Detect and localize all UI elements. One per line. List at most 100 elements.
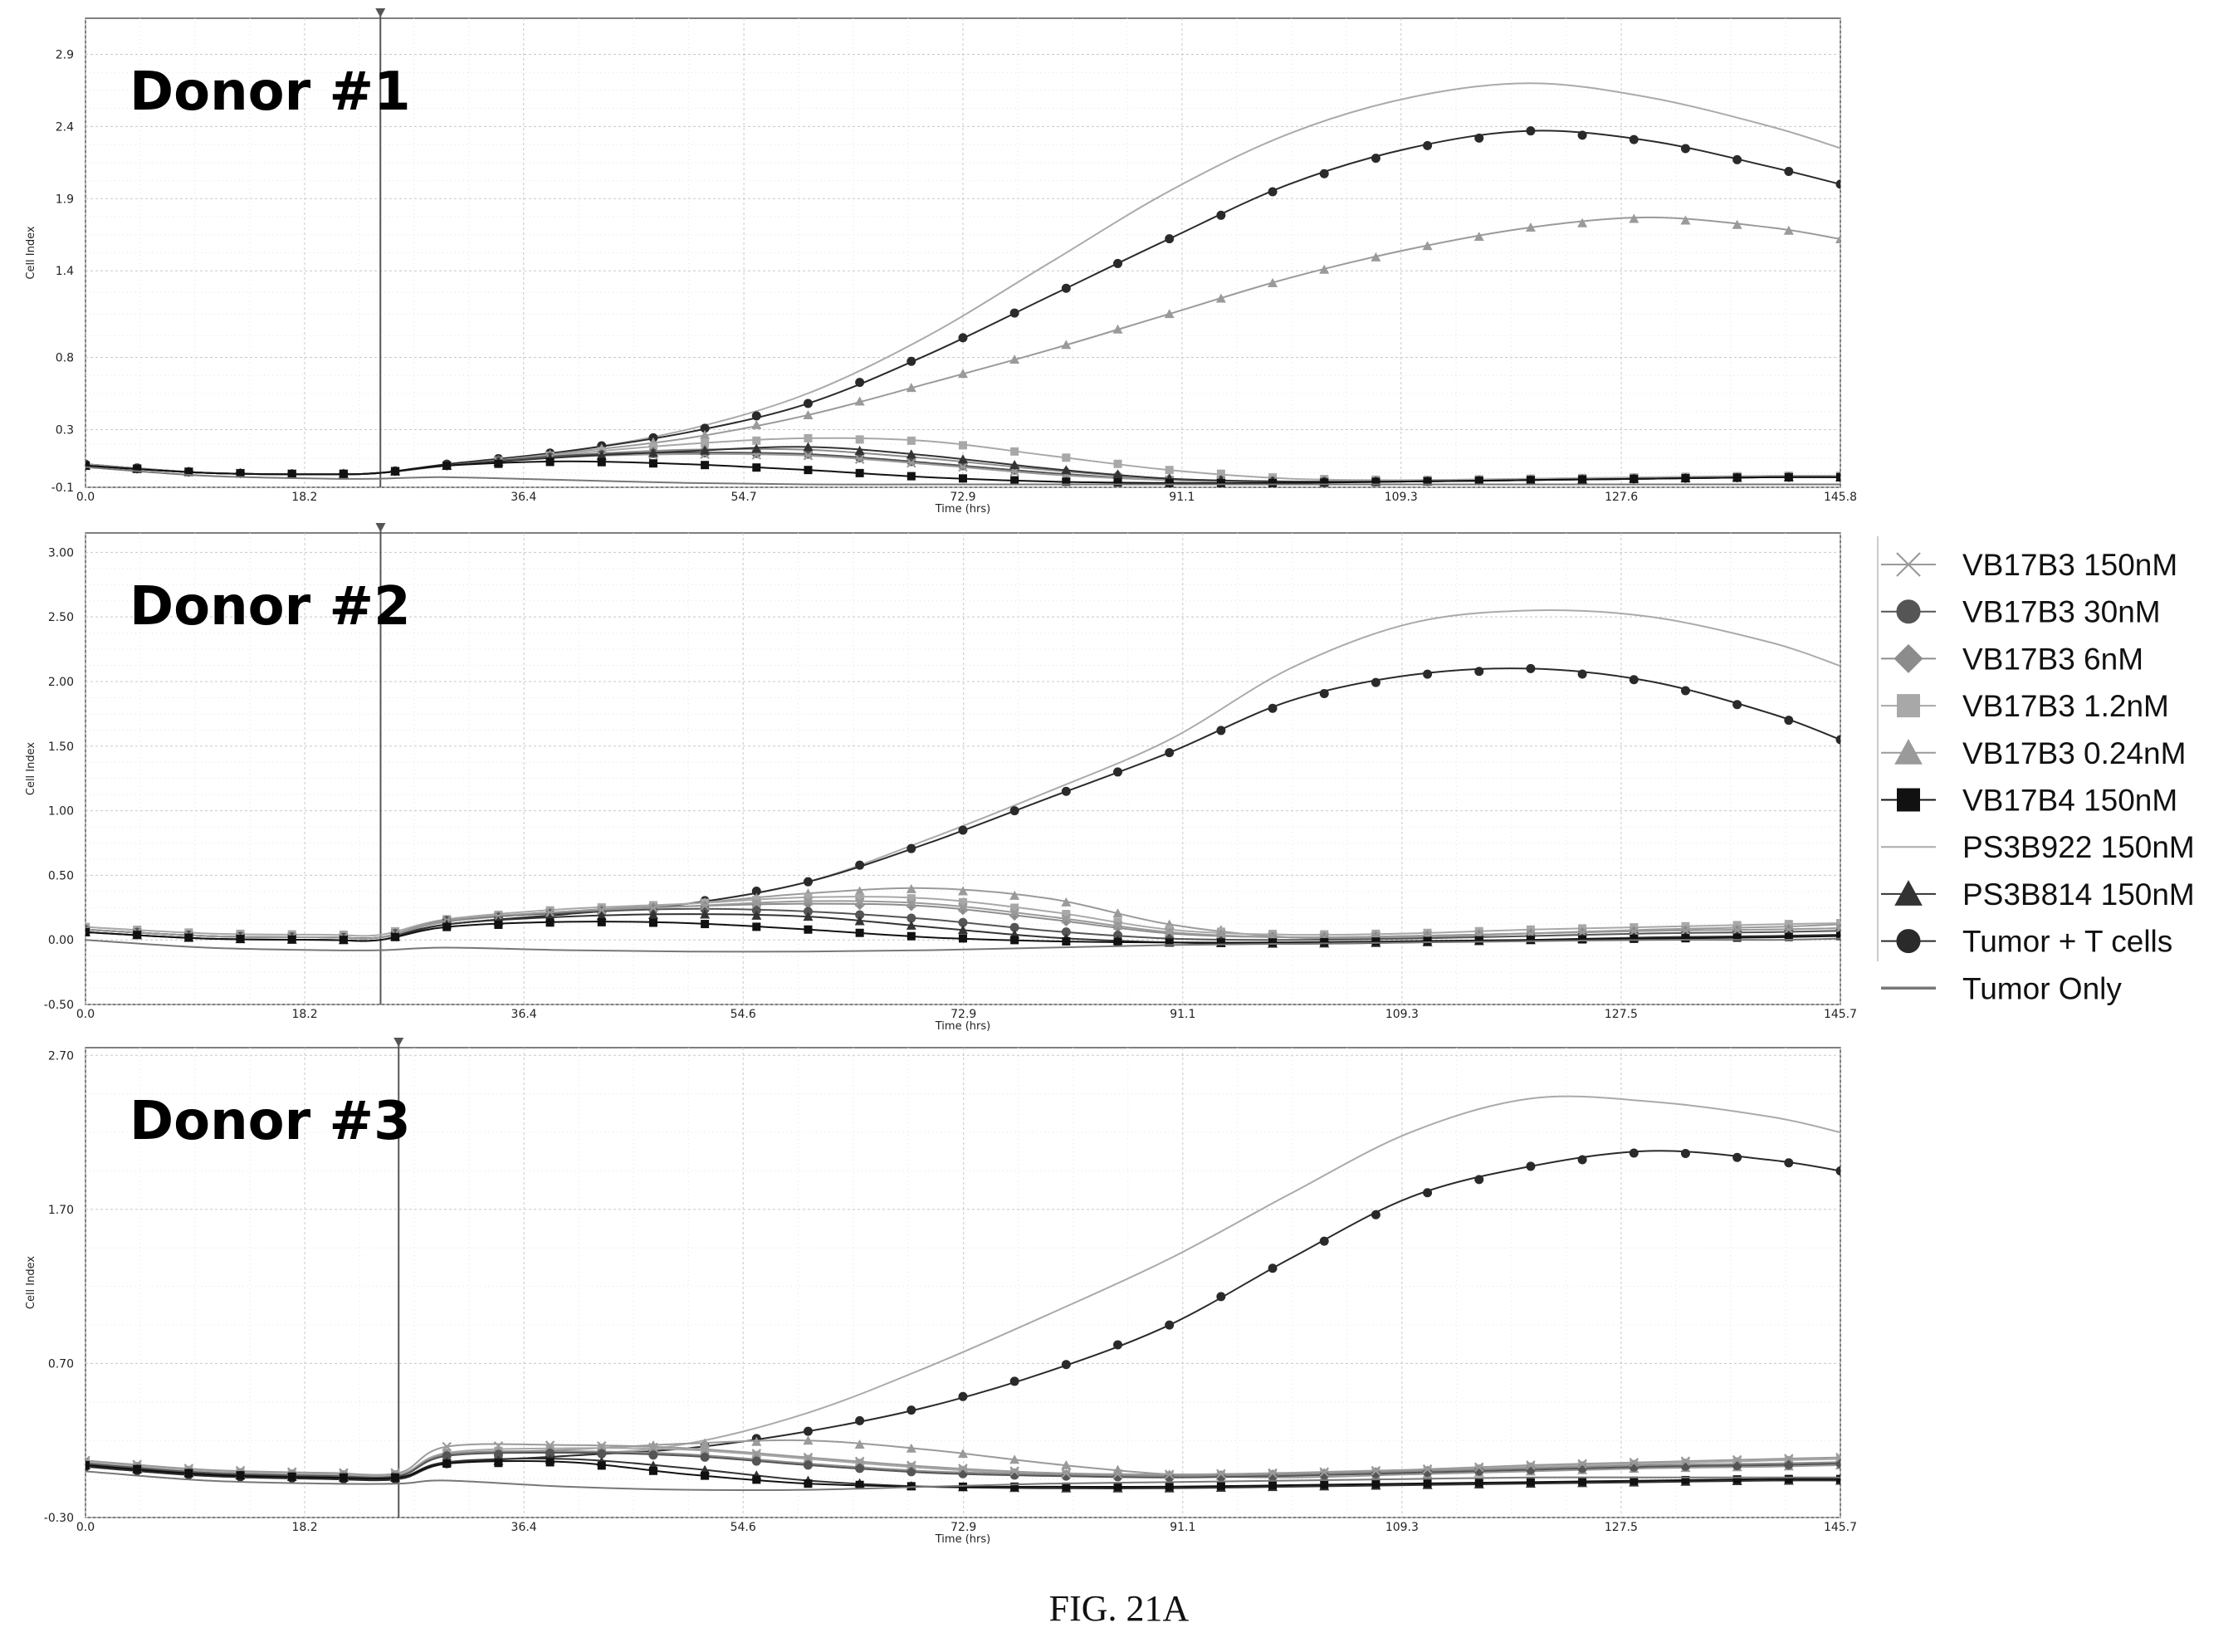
data-point: [647, 909, 658, 919]
data-point: [184, 933, 193, 942]
data-point: [855, 378, 865, 388]
data-point: [1784, 932, 1793, 941]
legend-label: VB17B3 30nM: [1962, 595, 2161, 629]
data-point: [133, 1464, 142, 1474]
data-point: [133, 931, 142, 940]
data-point: [1784, 472, 1793, 481]
legend-item: Tumor + T cells: [1881, 925, 2172, 959]
legend-marker: [1896, 552, 1921, 577]
data-point: [1216, 210, 1226, 220]
legend-item: PS3B814 150nM: [1881, 877, 2195, 912]
data-point: [958, 825, 968, 835]
data-point: [287, 935, 296, 944]
data-point: [1629, 1148, 1639, 1158]
data-point: [1423, 477, 1432, 486]
data-point: [1061, 283, 1071, 293]
data-point: [751, 419, 762, 429]
data-point: [854, 916, 865, 926]
x-tick-label: 109.3: [1385, 1008, 1419, 1021]
y-axis-label: Cell Index: [25, 226, 37, 280]
data-point: [1629, 926, 1639, 936]
data-point: [1423, 936, 1432, 946]
x-tick-label: 18.2: [291, 1008, 317, 1021]
data-point: [1216, 929, 1226, 940]
x-tick-label: 54.6: [731, 1521, 756, 1534]
data-point: [545, 918, 555, 927]
data-point: [1732, 1460, 1742, 1470]
x-tick-label: 72.9: [950, 1008, 976, 1021]
data-point: [701, 1471, 710, 1480]
data-point: [1784, 1459, 1794, 1469]
data-point: [700, 1444, 710, 1454]
data-point: [494, 1459, 503, 1468]
data-point: [391, 1473, 400, 1482]
data-point: [1526, 1161, 1536, 1171]
data-point: [1784, 716, 1794, 726]
y-tick-label: -0.50: [44, 999, 74, 1012]
x-axis-label: Time (hrs): [935, 1533, 990, 1546]
y-tick-label: 1.70: [48, 1204, 74, 1217]
data-point: [597, 1461, 606, 1470]
data-point: [855, 435, 864, 444]
x-tick-label: 72.9: [950, 1521, 976, 1534]
x-tick-label: 36.4: [511, 491, 536, 504]
data-point: [1268, 478, 1278, 487]
legend-label: VB17B4 150nM: [1962, 784, 2177, 818]
y-tick-label: 0.00: [48, 934, 74, 947]
x-tick-label: 0.0: [76, 1008, 95, 1021]
chart-title: Donor #3: [129, 1091, 411, 1152]
data-point: [647, 447, 658, 457]
y-tick-label: 3.00: [48, 546, 74, 560]
legend-label: VB17B3 150nM: [1962, 548, 2177, 582]
data-point: [854, 899, 865, 911]
data-point: [1835, 735, 1840, 745]
data-point: [86, 461, 90, 470]
data-point: [1474, 1478, 1483, 1488]
legend-marker: [1894, 739, 1923, 765]
x-tick-label: 72.9: [950, 491, 975, 504]
data-point: [1112, 921, 1123, 933]
data-point: [854, 897, 865, 907]
legend-label: PS3B814 150nM: [1962, 877, 2195, 912]
series-line: [86, 1447, 1840, 1478]
data-point: [442, 922, 452, 931]
data-point: [1009, 1466, 1019, 1476]
legend-item: VB17B4 150nM: [1881, 784, 2177, 818]
y-tick-label: 2.50: [48, 611, 74, 624]
data-point: [803, 1452, 814, 1463]
data-point: [1216, 1292, 1226, 1302]
data-point: [1423, 1478, 1432, 1488]
data-point: [752, 436, 761, 445]
data-point: [855, 1480, 864, 1489]
data-point: [700, 429, 711, 439]
data-point: [1371, 252, 1381, 261]
data-point: [597, 917, 606, 926]
data-point: [751, 898, 762, 908]
data-point: [958, 886, 968, 896]
data-point: [1112, 324, 1123, 334]
y-tick-label: 1.9: [56, 193, 74, 206]
data-point: [1319, 264, 1330, 274]
data-point: [184, 1469, 193, 1478]
legend-label: Tumor + T cells: [1962, 925, 2172, 959]
data-point: [596, 450, 607, 460]
data-point: [1319, 1467, 1330, 1477]
legend-label: PS3B922 150nM: [1962, 830, 2195, 864]
data-point: [236, 469, 245, 478]
data-point: [1680, 926, 1691, 936]
legend-label: VB17B3 0.24nM: [1962, 736, 2186, 770]
data-point: [1062, 936, 1071, 946]
data-point: [1113, 1482, 1122, 1491]
data-point: [86, 1460, 90, 1469]
data-point: [1835, 923, 1840, 933]
data-point: [906, 449, 916, 459]
data-point: [1112, 1469, 1123, 1479]
series-line: [86, 1443, 1840, 1476]
data-point: [1009, 806, 1019, 816]
data-point: [700, 909, 711, 919]
data-point: [1010, 476, 1019, 485]
x-tick-label: 91.1: [1169, 491, 1195, 504]
data-point: [1577, 927, 1587, 937]
data-point: [1268, 1263, 1278, 1273]
x-tick-label: 127.6: [1605, 491, 1638, 504]
